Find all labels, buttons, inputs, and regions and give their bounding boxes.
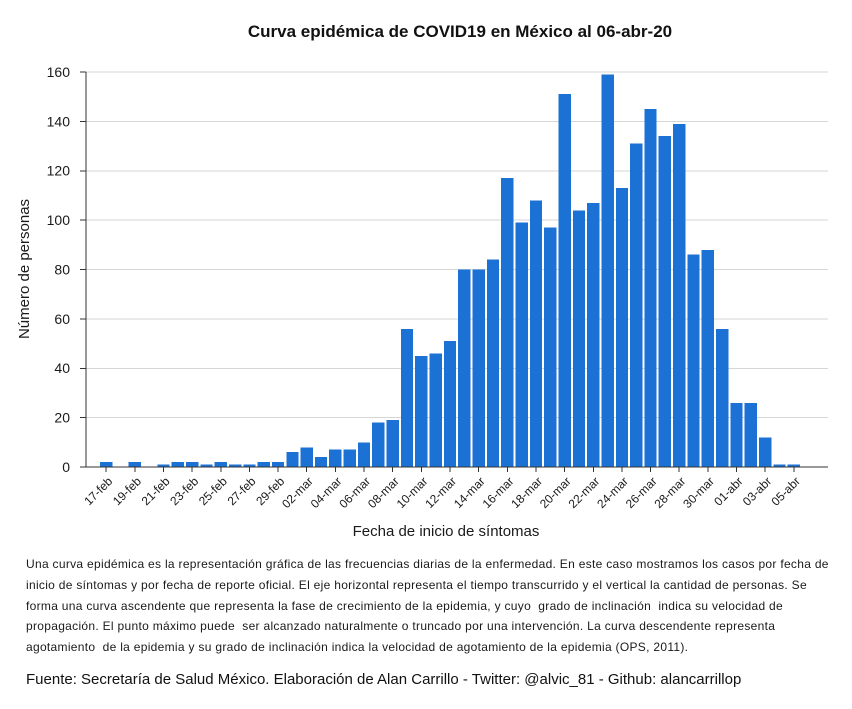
x-tick-label: 26-mar — [623, 474, 660, 511]
bar: 27-mar — [658, 136, 672, 467]
x-tick-label: 27-feb — [225, 474, 259, 508]
y-tick-label: 0 — [62, 459, 70, 475]
bar: 28-mar — [673, 123, 686, 467]
bar: 26-mar — [644, 109, 657, 467]
bar: 09-mar — [400, 328, 414, 467]
x-tick-label: 20-mar — [537, 474, 574, 511]
description-line: agotamiento de la epidemia y su grado de… — [26, 640, 689, 655]
epidemic-curve-chart: Curva epidémica de COVID19 en México al … — [16, 22, 828, 540]
bar: 16-mar — [501, 178, 514, 467]
bar: 13-mar — [458, 269, 471, 467]
bar: 02-mar — [300, 447, 313, 467]
bar: 29-feb — [271, 462, 285, 467]
x-tick-label: 18-mar — [508, 474, 545, 511]
bar: 24-feb — [200, 464, 213, 467]
bar: 26-feb — [228, 464, 242, 467]
bar: 22-feb — [171, 462, 184, 467]
bar: 03-mar — [314, 457, 328, 468]
bar: 20-mar — [558, 94, 571, 467]
bar: 21-feb — [157, 464, 170, 467]
bar: 06-mar — [357, 442, 371, 467]
description-line: inicio de síntomas y por fecha de report… — [26, 577, 807, 592]
bar: 25-mar — [630, 143, 643, 467]
bars: 17-feb18-feb19-feb20-feb21-feb22-feb23-f… — [100, 74, 800, 468]
x-tick-label: 06-mar — [336, 474, 373, 511]
bar: 23-mar — [601, 74, 614, 467]
bar: 19-feb — [128, 462, 141, 467]
bar: 24-mar — [615, 188, 629, 467]
bar: 12-mar — [443, 341, 457, 467]
bar: 30-mar — [701, 249, 715, 467]
bar: 27-feb — [243, 464, 256, 467]
y-tick-label: 60 — [54, 311, 70, 327]
x-axis: 17-feb19-feb21-feb23-feb25-feb27-feb29-f… — [81, 466, 828, 511]
x-tick-label: 03-abr — [740, 474, 774, 508]
x-tick-label: 28-mar — [652, 474, 689, 511]
x-tick-label: 14-mar — [451, 474, 488, 511]
bar: 07-mar — [372, 422, 385, 467]
gridlines — [86, 71, 828, 419]
x-tick-label: 08-mar — [365, 474, 402, 511]
bar: 01-mar — [286, 452, 299, 467]
x-tick-label: 02-mar — [279, 474, 316, 511]
bar: 17-feb — [100, 462, 113, 467]
bar: 17-mar — [515, 222, 528, 467]
x-axis-label: Fecha de inicio de síntomas — [353, 523, 540, 540]
bar: 29-mar — [687, 254, 700, 467]
y-tick-label: 100 — [47, 212, 71, 228]
x-tick-label: 01-abr — [711, 474, 745, 508]
x-tick-label: 22-mar — [566, 474, 603, 511]
bar: 28-feb — [257, 462, 270, 467]
x-tick-label: 10-mar — [394, 474, 431, 511]
bar: 08-mar — [386, 420, 399, 467]
source-credit: Fuente: Secretaría de Salud México. Elab… — [26, 671, 742, 688]
x-tick-label: 30-mar — [680, 474, 717, 511]
bar: 19-mar — [544, 227, 557, 467]
x-tick-label: 21-feb — [139, 474, 173, 508]
y-tick-label: 140 — [47, 113, 71, 129]
description-line: propagación. El punto máximo puede ser a… — [26, 619, 776, 634]
x-tick-label: 16-mar — [480, 474, 517, 511]
bar: 31-mar — [716, 328, 729, 467]
x-tick-label: 25-feb — [196, 474, 230, 508]
bar: 14-mar — [472, 269, 485, 467]
x-tick-label: 23-feb — [167, 474, 201, 508]
x-tick-label: 04-mar — [308, 474, 345, 511]
x-tick-label: 19-feb — [110, 474, 144, 508]
bar: 25-feb — [214, 462, 227, 467]
bar: 23-feb — [185, 462, 199, 467]
description-line: Una curva epidémica es la representación… — [26, 557, 829, 571]
y-tick-label: 120 — [47, 163, 71, 179]
x-tick-label: 05-abr — [769, 474, 803, 508]
chart-title: Curva epidémica de COVID19 en México al … — [248, 22, 672, 41]
y-axis: 0 20 40 60 80 100 120 140 160 — [47, 64, 87, 475]
bar: 01-abr — [730, 402, 743, 467]
bar: 04-abr — [773, 464, 786, 467]
bar: 11-mar — [429, 353, 442, 467]
y-tick-label: 80 — [54, 261, 70, 277]
description-line: forma una curva ascendente que represent… — [26, 598, 783, 613]
x-tick-label: 12-mar — [422, 474, 459, 511]
bar: 10-mar — [415, 355, 428, 467]
x-tick-label: 24-mar — [594, 474, 631, 511]
bar: 15-mar — [486, 259, 500, 468]
y-tick-label: 40 — [54, 360, 70, 376]
bar: 04-mar — [329, 449, 342, 467]
y-tick-label: 20 — [54, 410, 70, 426]
y-axis-label: Número de personas — [16, 199, 33, 339]
x-tick-label: 17-feb — [81, 474, 115, 508]
bar: 03-abr — [759, 437, 772, 468]
description: Una curva epidémica es la representación… — [26, 554, 829, 658]
bar: 05-abr — [787, 464, 800, 467]
bar: 22-mar — [587, 202, 600, 467]
bar: 02-abr — [744, 402, 758, 467]
bar: 18-mar — [529, 200, 543, 468]
bar: 05-mar — [343, 449, 356, 467]
bar: 21-mar — [572, 210, 586, 467]
y-tick-label: 160 — [47, 64, 71, 80]
